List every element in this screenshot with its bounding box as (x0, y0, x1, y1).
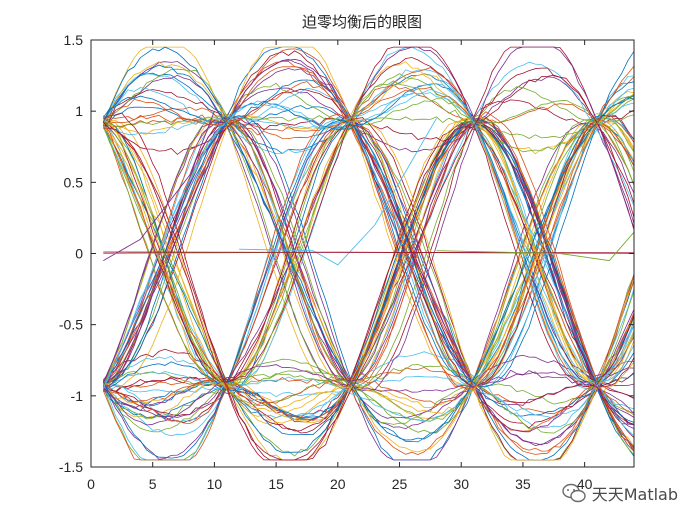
eye-trace (103, 61, 635, 417)
eye-trace (102, 119, 635, 448)
y-tick-label: -1.5 (59, 459, 83, 475)
eye-trace (102, 120, 635, 450)
eye-trace (103, 115, 635, 461)
eye-trace (103, 88, 635, 429)
eye-trace (102, 46, 635, 388)
eye-trace (103, 81, 635, 389)
wechat-icon (562, 483, 586, 503)
eye-trace (102, 119, 635, 429)
eye-trace (102, 84, 635, 386)
eye-trace (102, 80, 635, 386)
x-tick-label: 40 (577, 476, 593, 492)
y-tick-label: 0 (75, 246, 83, 262)
eye-trace (103, 61, 635, 390)
eye-trace (102, 66, 635, 452)
eye-trace (436, 231, 635, 262)
y-tick-label: 1 (75, 103, 83, 119)
eye-trace (102, 64, 635, 441)
eye-trace (103, 82, 635, 416)
eye-trace (103, 123, 635, 461)
eye-trace (102, 364, 635, 426)
eye-trace (102, 116, 635, 460)
watermark: 天天Matlab (562, 481, 678, 505)
eye-trace (102, 83, 635, 389)
eye-trace (102, 76, 635, 389)
eye-trace (102, 73, 635, 387)
watermark-text: 天天Matlab (591, 485, 678, 504)
eye-trace (103, 98, 635, 139)
y-tick-label: 0.5 (64, 174, 84, 190)
eye-trace (103, 73, 635, 383)
eye-trace (102, 83, 635, 386)
eye-trace (103, 251, 635, 254)
eye-trace (239, 118, 437, 266)
eye-trace (103, 65, 635, 406)
x-tick-label: 10 (207, 476, 223, 492)
x-tick-label: 15 (268, 476, 284, 492)
eye-trace (103, 325, 635, 419)
eye-trace (103, 92, 635, 436)
x-tick-label: 30 (453, 476, 469, 492)
eye-trace (102, 51, 635, 459)
eye-trace (102, 88, 635, 388)
eye-trace (102, 69, 635, 390)
eye-trace (102, 120, 635, 453)
eye-trace (102, 113, 635, 461)
eye-trace (102, 291, 635, 434)
eye-trace (103, 106, 635, 456)
eye-trace (102, 46, 635, 410)
y-tick-label: -1 (71, 388, 84, 404)
eye-trace (103, 102, 635, 422)
eye-trace (103, 118, 635, 432)
eye-trace (103, 46, 635, 418)
trace-group (102, 46, 635, 461)
eye-trace (102, 117, 635, 461)
eye-trace (102, 117, 635, 424)
y-tick-label: -0.5 (59, 317, 83, 333)
eye-trace (102, 86, 635, 388)
eye-trace (102, 117, 635, 422)
x-tick-label: 35 (515, 476, 531, 492)
eye-trace (103, 119, 635, 434)
tick-group: 0 5 10 15 20 25 30 35 40 1.5 1 0.5 0 -0.5 -1 -1.5 (59, 32, 634, 492)
x-tick-label: 25 (392, 476, 408, 492)
y-tick-label: 1.5 (64, 32, 84, 48)
eye-trace (103, 111, 215, 261)
eye-trace (102, 61, 635, 453)
eye-trace (103, 67, 635, 461)
chart-title: 迫零均衡后的眼图 (302, 13, 422, 31)
x-tick-label: 20 (330, 476, 346, 492)
x-tick-label: 5 (149, 476, 157, 492)
x-tick-label: 0 (87, 476, 95, 492)
eye-trace (102, 61, 635, 419)
eye-trace (102, 79, 635, 383)
